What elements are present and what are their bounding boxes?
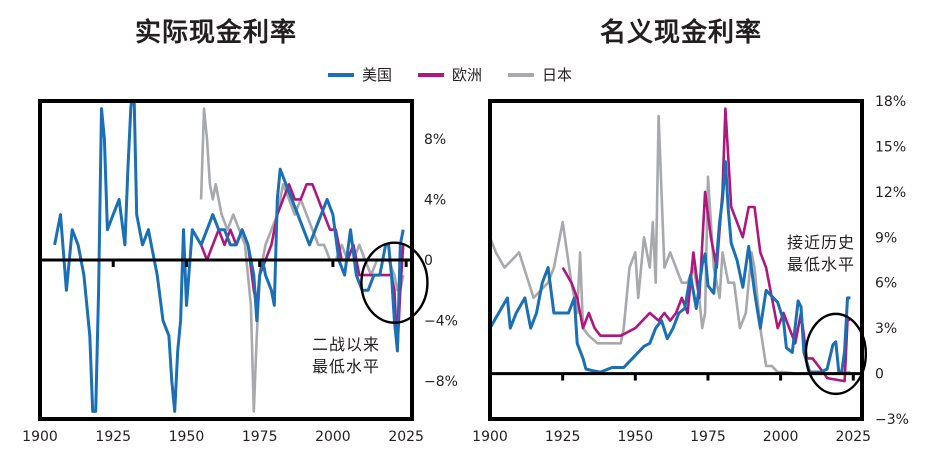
legend: 美国 欧洲 日本 (328, 64, 598, 85)
y-tick-label: 3% (875, 321, 897, 337)
y-tick-label: 6% (875, 276, 897, 292)
series-line-japan (199, 107, 405, 413)
x-tick-label: 2000 (315, 429, 351, 445)
x-tick-label: 1900 (22, 429, 58, 445)
x-tick-label: 2025 (835, 429, 871, 445)
x-tick-label: 1950 (169, 429, 205, 445)
series-line-europe (561, 107, 851, 383)
annotation-text: 最低水平 (787, 255, 855, 274)
legend-item-us: 美国 (328, 64, 392, 85)
annotation-text: 二战以来 (312, 335, 380, 354)
legend-swatch-us (328, 72, 354, 77)
x-tick-label: 2000 (763, 429, 799, 445)
annotation-text: 接近历史 (787, 233, 855, 252)
y-tick-label: 0 (875, 367, 884, 383)
legend-item-europe: 欧洲 (418, 64, 482, 85)
annotation-circle (804, 312, 868, 396)
x-tick-label: 2025 (388, 429, 424, 445)
plot-frame (488, 99, 864, 421)
plot-frame (38, 99, 414, 421)
x-tick-label: 1925 (545, 429, 581, 445)
series-line-us (53, 101, 405, 413)
x-tick-label: 1975 (242, 429, 278, 445)
left-chart-title: 实际现金利率 (135, 18, 298, 48)
x-tick-label: 1975 (690, 429, 726, 445)
right-chart-title: 名义现金利率 (600, 18, 763, 48)
x-tick-label: 1950 (617, 429, 653, 445)
annotation-circle (360, 241, 429, 324)
legend-label-europe: 欧洲 (452, 66, 483, 84)
y-tick-label: 15% (875, 139, 906, 155)
legend-swatch-japan (508, 72, 535, 77)
y-tick-label: −8% (424, 374, 458, 390)
y-tick-label: −4% (424, 314, 458, 330)
legend-label-japan: 日本 (542, 66, 573, 84)
legend-label-us: 美国 (362, 66, 393, 84)
y-tick-label: 0 (424, 253, 433, 269)
y-tick-label: −3% (875, 412, 909, 428)
y-tick-label: 18% (875, 94, 906, 110)
legend-swatch-europe (418, 72, 445, 77)
x-tick-label: 1925 (95, 429, 131, 445)
legend-item-japan: 日本 (508, 64, 572, 85)
y-tick-label: 8% (424, 132, 446, 148)
y-tick-label: 4% (424, 192, 446, 208)
series-group (53, 101, 405, 413)
y-tick-label: 12% (875, 185, 906, 201)
x-tick-label: 1900 (472, 429, 508, 445)
annotation-text: 最低水平 (312, 357, 380, 376)
y-tick-label: 9% (875, 230, 897, 246)
